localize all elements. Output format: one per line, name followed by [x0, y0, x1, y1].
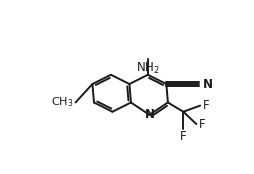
Text: N: N	[145, 108, 154, 121]
Text: N: N	[202, 78, 213, 90]
Text: F: F	[199, 118, 205, 130]
Text: CH$_3$: CH$_3$	[51, 96, 73, 109]
Text: F: F	[202, 99, 209, 112]
Text: NH$_2$: NH$_2$	[136, 61, 160, 76]
Text: F: F	[180, 130, 187, 143]
